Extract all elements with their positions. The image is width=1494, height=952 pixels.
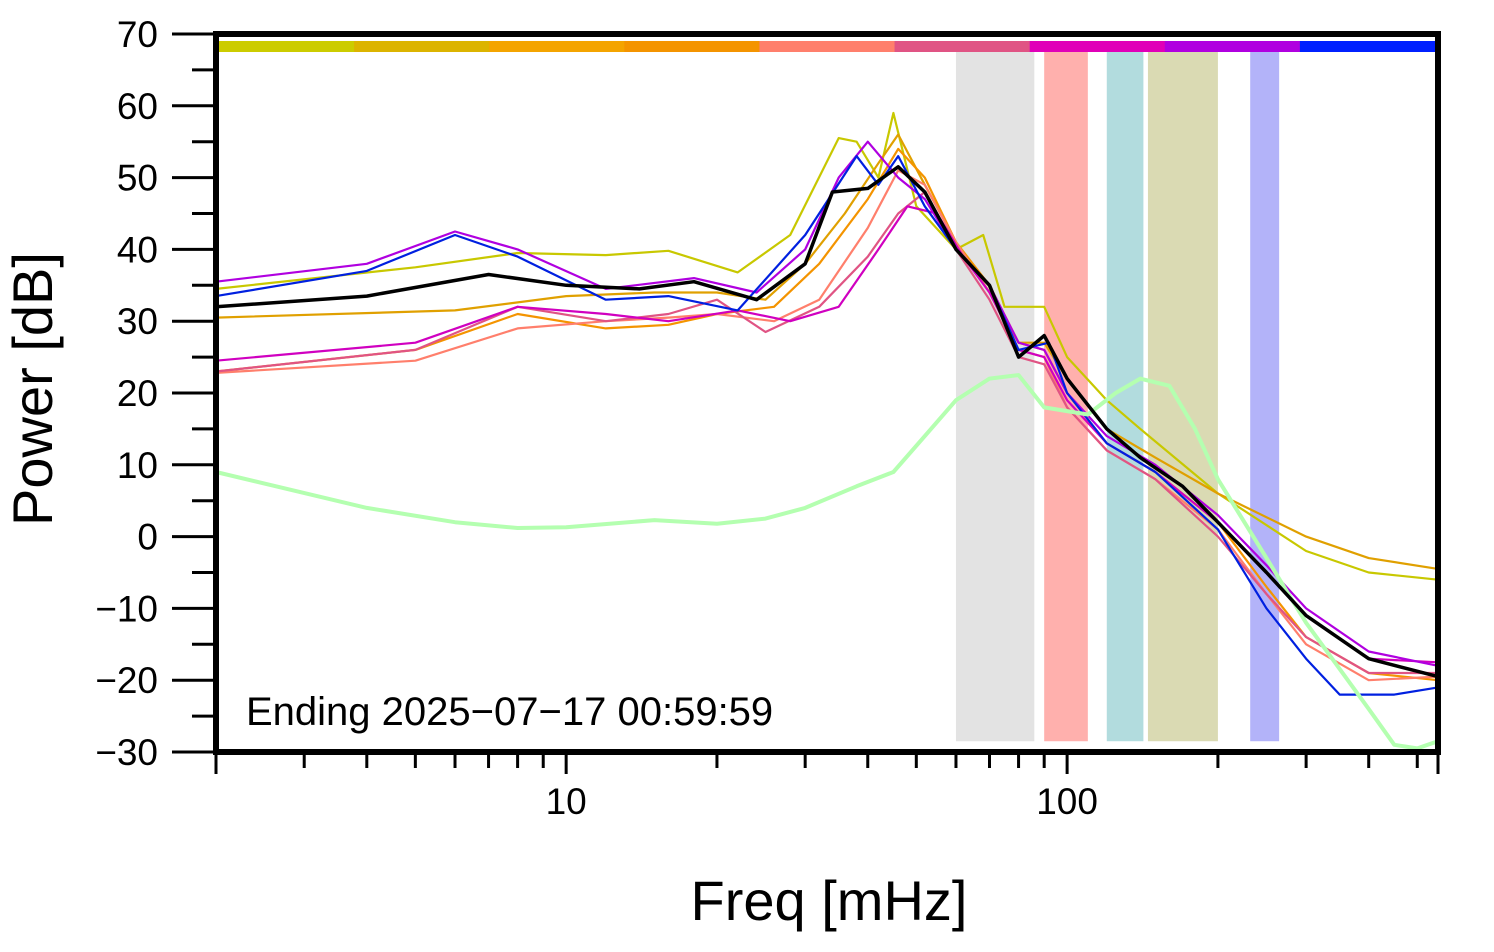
- x-axis-ticks: 10 100: [214, 752, 1440, 822]
- end-time-annotation: Ending 2025−07−17 00:59:59: [246, 690, 773, 734]
- frequency-band-4: [1147, 48, 1218, 742]
- y-tick-label: 70: [117, 14, 158, 55]
- y-axis-ticks: 70 60 50 40 30 20 10 0 −10 −20 −30: [95, 14, 216, 773]
- series-line-10: [214, 165, 1440, 679]
- x-tick-label: 10: [546, 781, 587, 822]
- y-tick-label: 0: [137, 517, 158, 558]
- frequency-band-5: [1250, 48, 1280, 742]
- color-bar-segment-5: [759, 41, 896, 52]
- y-tick-label: 20: [117, 373, 158, 414]
- frequency-bands: [955, 48, 1280, 742]
- series-line-1: [214, 111, 1440, 581]
- color-bar-segment-4: [624, 41, 760, 52]
- color-bar-segment-6: [894, 41, 1031, 52]
- x-tick-label: 100: [1036, 781, 1098, 822]
- y-tick-label: −30: [95, 732, 158, 773]
- color-bar-segment-8: [1164, 41, 1301, 52]
- series-line-9: [214, 373, 1440, 751]
- color-bar-segment-9: [1299, 41, 1436, 52]
- color-bar-segment-3: [489, 41, 625, 52]
- y-axis-title: Power [dB]: [1, 252, 64, 526]
- y-tick-label: −20: [95, 660, 158, 701]
- color-bar: [219, 41, 1436, 52]
- x-axis-title: Freq [mHz]: [691, 869, 968, 932]
- color-bar-segment-2: [354, 41, 490, 52]
- y-tick-label: 40: [117, 229, 158, 270]
- y-tick-label: −10: [95, 588, 158, 629]
- y-tick-label: 50: [117, 158, 158, 199]
- y-tick-label: 30: [117, 301, 158, 342]
- series-lines: [214, 111, 1440, 751]
- y-tick-label: 60: [117, 86, 158, 127]
- y-tick-label: 10: [117, 445, 158, 486]
- color-bar-segment-7: [1029, 41, 1166, 52]
- frequency-band-1: [955, 48, 1035, 742]
- color-bar-segment-1: [219, 41, 355, 52]
